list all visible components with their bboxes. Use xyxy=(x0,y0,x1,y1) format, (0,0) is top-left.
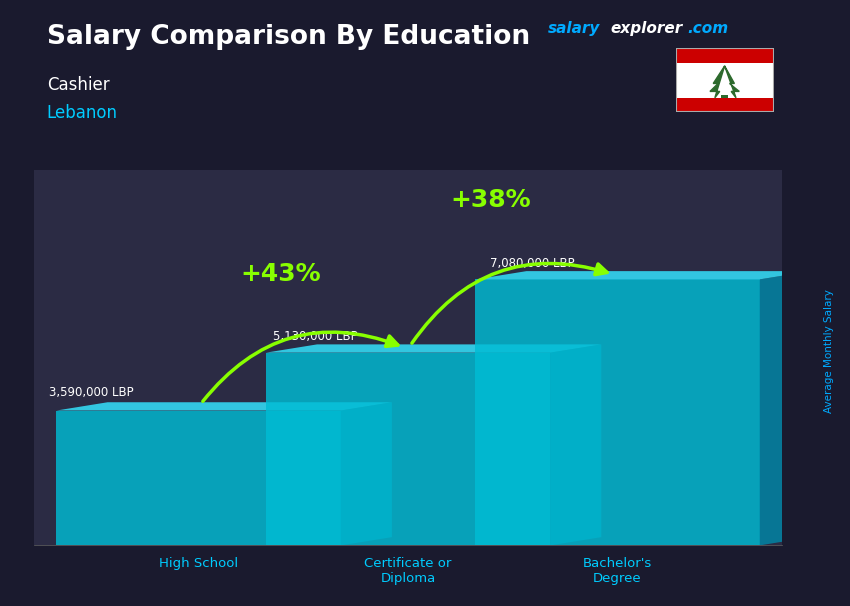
Text: +43%: +43% xyxy=(241,262,321,286)
Text: Lebanon: Lebanon xyxy=(47,104,118,122)
Bar xyxy=(676,98,774,112)
Text: 5,130,000 LBP: 5,130,000 LBP xyxy=(274,330,358,343)
Polygon shape xyxy=(266,344,601,353)
Polygon shape xyxy=(475,271,811,279)
Polygon shape xyxy=(56,402,392,410)
Bar xyxy=(56,410,341,545)
Text: 7,080,000 LBP: 7,080,000 LBP xyxy=(490,257,575,270)
Text: .com: .com xyxy=(687,21,728,36)
Text: Salary Comparison By Education: Salary Comparison By Education xyxy=(47,24,530,50)
Polygon shape xyxy=(341,402,392,545)
Bar xyxy=(34,170,782,545)
Text: explorer: explorer xyxy=(610,21,683,36)
Polygon shape xyxy=(710,66,740,98)
Text: +38%: +38% xyxy=(450,188,530,213)
Bar xyxy=(722,95,728,98)
Text: Cashier: Cashier xyxy=(47,76,110,94)
Bar xyxy=(475,279,760,545)
Polygon shape xyxy=(760,271,811,545)
Bar xyxy=(676,48,774,63)
Text: 3,590,000 LBP: 3,590,000 LBP xyxy=(49,386,133,399)
Text: Average Monthly Salary: Average Monthly Salary xyxy=(824,290,834,413)
Polygon shape xyxy=(550,344,601,545)
Bar xyxy=(266,353,550,545)
Text: salary: salary xyxy=(548,21,601,36)
